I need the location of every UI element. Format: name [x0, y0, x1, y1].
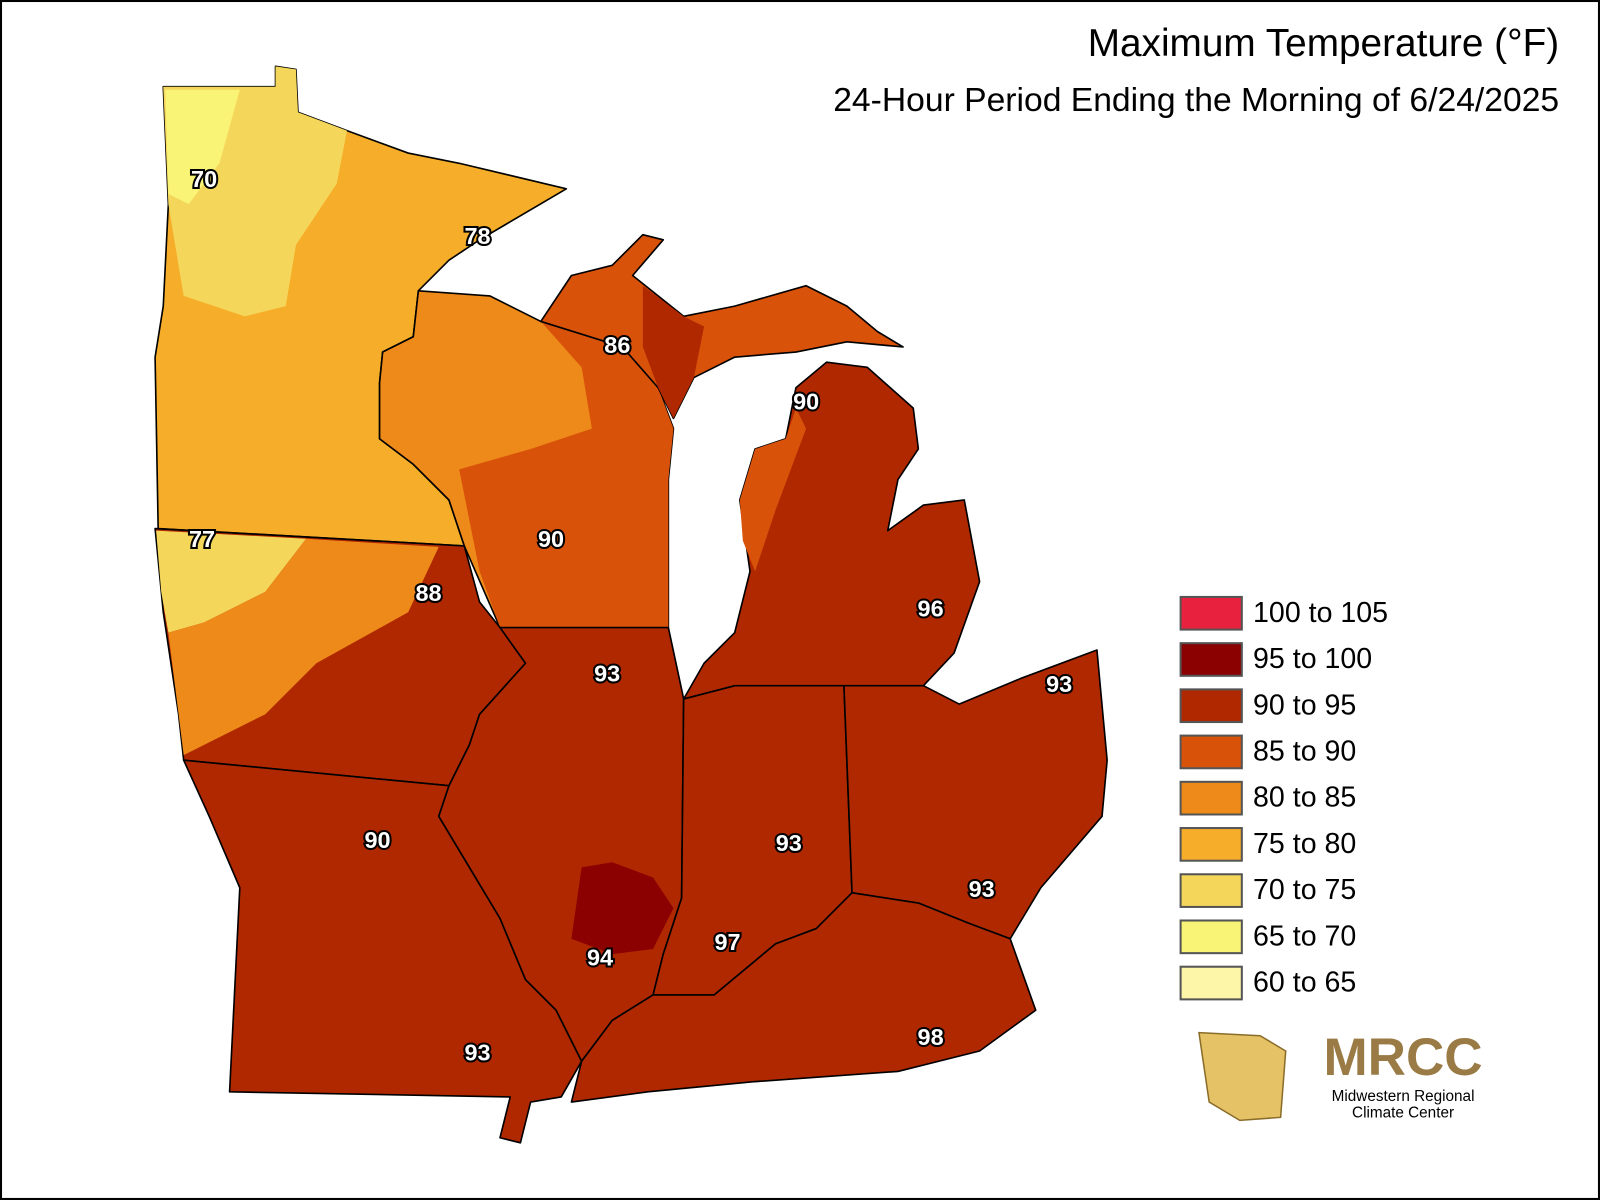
- station-label: 86: [604, 332, 630, 358]
- legend-swatch: [1179, 642, 1243, 677]
- legend-swatch: [1179, 734, 1243, 770]
- legend: 100 to 105 95 to 100 90 to 95 85 to 90 80 to…: [1179, 595, 1388, 1001]
- legend-swatch: [1179, 780, 1243, 816]
- kentucky: [570, 892, 1037, 1103]
- logo-line: Climate Center: [1352, 1104, 1454, 1121]
- station-label: 88: [416, 580, 442, 606]
- logo: MRCC Midwestern Regional Climate Center: [1198, 1028, 1483, 1122]
- states: [154, 65, 1108, 1144]
- up-warm: [642, 285, 705, 419]
- ia-cool: [156, 530, 307, 633]
- logo-name: MRCC: [1323, 1028, 1482, 1087]
- legend-swatch: [1179, 827, 1243, 862]
- legend-swatch: [1179, 688, 1243, 724]
- station-label: 94: [587, 944, 613, 970]
- legend-label: 75 to 80: [1253, 828, 1356, 860]
- station-label: 93: [776, 830, 802, 856]
- station-label: 90: [365, 827, 391, 853]
- legend-label: 70 to 75: [1253, 874, 1356, 906]
- station-label: 93: [1046, 671, 1072, 697]
- legend-label: 65 to 70: [1253, 920, 1356, 952]
- station-label: 93: [969, 876, 995, 902]
- logo-map: [1198, 1031, 1287, 1122]
- legend-label: 80 to 85: [1253, 782, 1356, 814]
- legend-swatch: [1179, 965, 1243, 1001]
- mi-west: [739, 408, 807, 572]
- legend-swatch: [1179, 873, 1243, 908]
- legend-label: 90 to 95: [1253, 689, 1356, 721]
- title: Maximum Temperature (°F): [1088, 22, 1559, 65]
- station-label: 90: [538, 526, 564, 552]
- station-label: 97: [714, 929, 740, 955]
- legend-label: 100 to 105: [1253, 597, 1388, 629]
- legend-label: 60 to 65: [1253, 967, 1356, 999]
- station-label: 70: [191, 166, 217, 192]
- station-label: 93: [465, 1039, 491, 1065]
- legend-label: 85 to 90: [1253, 736, 1356, 768]
- legend-swatch: [1179, 919, 1243, 955]
- coolest-zone: [165, 89, 240, 205]
- station-label: 93: [594, 661, 620, 687]
- logo-line: Midwestern Regional: [1332, 1088, 1475, 1105]
- station-label: 90: [793, 388, 819, 414]
- station-labels: 70 78 86 90 77 90 88 96 93 93 90 93 93 97 94 98 93: [187, 164, 1074, 1068]
- station-label: 96: [918, 595, 944, 621]
- subtitle: 24-Hour Period Ending the Morning of 6/2…: [833, 82, 1559, 119]
- legend-label: 95 to 100: [1253, 643, 1372, 675]
- legend-swatch: [1179, 595, 1243, 631]
- station-label: 98: [918, 1024, 944, 1050]
- il-hot: [571, 862, 674, 955]
- station-label: 78: [465, 223, 491, 249]
- wi-warm: [459, 321, 674, 628]
- station-label: 77: [189, 526, 215, 552]
- ia-mid: [168, 538, 439, 756]
